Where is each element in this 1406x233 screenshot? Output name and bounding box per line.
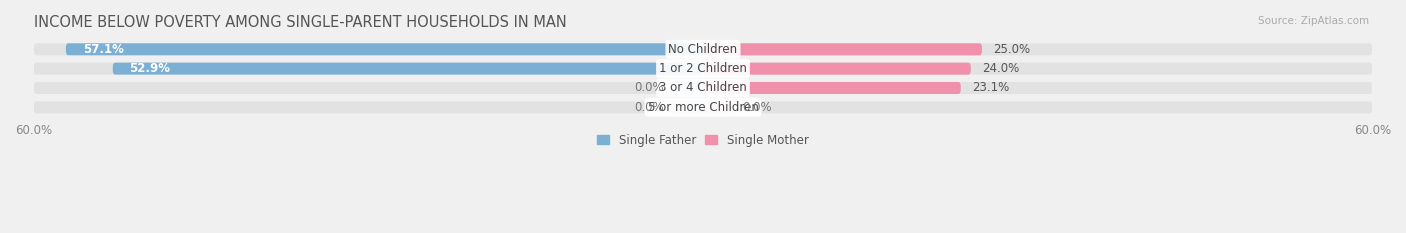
Text: 0.0%: 0.0%	[634, 82, 664, 94]
Text: 52.9%: 52.9%	[129, 62, 170, 75]
FancyBboxPatch shape	[34, 43, 1372, 55]
Text: 5 or more Children: 5 or more Children	[648, 101, 758, 114]
Text: No Children: No Children	[668, 43, 738, 56]
Text: Source: ZipAtlas.com: Source: ZipAtlas.com	[1258, 16, 1369, 26]
Text: INCOME BELOW POVERTY AMONG SINGLE-PARENT HOUSEHOLDS IN MAN: INCOME BELOW POVERTY AMONG SINGLE-PARENT…	[34, 15, 567, 30]
Text: 0.0%: 0.0%	[634, 101, 664, 114]
Text: 25.0%: 25.0%	[993, 43, 1031, 56]
FancyBboxPatch shape	[112, 63, 703, 75]
FancyBboxPatch shape	[66, 43, 703, 55]
FancyBboxPatch shape	[703, 82, 960, 94]
Text: 57.1%: 57.1%	[83, 43, 124, 56]
Text: 1 or 2 Children: 1 or 2 Children	[659, 62, 747, 75]
FancyBboxPatch shape	[675, 82, 703, 94]
FancyBboxPatch shape	[34, 101, 1372, 113]
Text: 24.0%: 24.0%	[981, 62, 1019, 75]
FancyBboxPatch shape	[34, 82, 1372, 94]
FancyBboxPatch shape	[675, 101, 703, 113]
Text: 0.0%: 0.0%	[742, 101, 772, 114]
Legend: Single Father, Single Mother: Single Father, Single Mother	[593, 129, 813, 151]
Text: 3 or 4 Children: 3 or 4 Children	[659, 82, 747, 94]
FancyBboxPatch shape	[703, 43, 981, 55]
FancyBboxPatch shape	[703, 63, 970, 75]
FancyBboxPatch shape	[703, 101, 731, 113]
Text: 23.1%: 23.1%	[972, 82, 1010, 94]
FancyBboxPatch shape	[34, 63, 1372, 75]
